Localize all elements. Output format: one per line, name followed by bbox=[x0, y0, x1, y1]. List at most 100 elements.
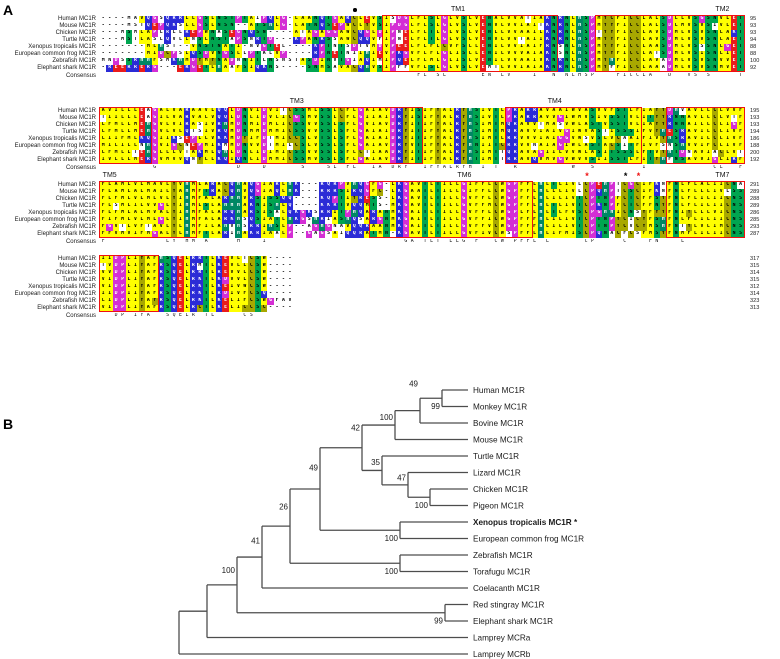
residue-number: 100 bbox=[750, 58, 760, 64]
residue-cell: L bbox=[434, 23, 442, 30]
residue-cell: I bbox=[132, 256, 139, 263]
residue-cell: S bbox=[254, 256, 261, 263]
residue-cell: L bbox=[125, 277, 133, 284]
residue-cell: R bbox=[183, 65, 191, 72]
residue-cell: I bbox=[563, 224, 570, 231]
residue-cell: I bbox=[157, 189, 165, 196]
residue-number: 312 bbox=[750, 284, 760, 290]
residue-cell: P bbox=[119, 291, 126, 298]
residue-cell: C bbox=[286, 122, 294, 129]
residue-cell: D bbox=[666, 30, 673, 37]
residue-cell: T bbox=[101, 263, 105, 268]
residue-cell: I bbox=[409, 157, 416, 164]
residue-cell: G bbox=[331, 16, 339, 23]
bootstrap-value: 100 bbox=[385, 534, 399, 543]
residue-cell: M bbox=[119, 196, 126, 203]
residue-cell: M bbox=[595, 51, 603, 58]
residue-cell: T bbox=[421, 203, 429, 210]
residue-cell: A bbox=[215, 203, 223, 210]
residue-cell: N bbox=[653, 203, 661, 210]
residue-cell: S bbox=[203, 16, 210, 23]
residue-cell: H bbox=[235, 182, 242, 189]
residue-cell: Q bbox=[215, 115, 223, 122]
residue-cell: M bbox=[672, 65, 680, 72]
residue-cell: A bbox=[653, 65, 661, 72]
residue-cell: R bbox=[512, 143, 519, 150]
residue-cell: V bbox=[312, 150, 319, 157]
residue-cell: - bbox=[114, 51, 118, 56]
residue-cell: C bbox=[621, 182, 628, 189]
residue-cell: G bbox=[402, 23, 409, 30]
residue-cell: - bbox=[275, 256, 279, 261]
residue-cell: R bbox=[396, 143, 403, 150]
residue-cell: - bbox=[243, 44, 247, 49]
residue-cell: S bbox=[595, 129, 603, 136]
residue-cell: L bbox=[409, 30, 416, 37]
residue-cell: A bbox=[132, 210, 139, 217]
residue-cell: P bbox=[512, 231, 519, 238]
residue-cell: L bbox=[692, 203, 699, 210]
residue-cell: M bbox=[101, 58, 105, 63]
residue-cell: P bbox=[589, 16, 596, 23]
residue-cell: C bbox=[711, 115, 718, 122]
residue-cell: L bbox=[640, 58, 648, 65]
residue-cell: Y bbox=[602, 30, 609, 37]
residue-cell: I bbox=[466, 189, 474, 196]
residue-cell: E bbox=[222, 256, 229, 263]
residue-cell: I bbox=[254, 150, 261, 157]
residue-cell: L bbox=[370, 30, 377, 37]
consensus-cell: W bbox=[500, 239, 504, 244]
residue-cell: N bbox=[185, 143, 189, 148]
residue-cell: S bbox=[608, 115, 615, 122]
residue-cell: I bbox=[479, 150, 487, 157]
residue-cell: V bbox=[518, 143, 525, 150]
residue-cell: T bbox=[370, 203, 377, 210]
residue-cell: I bbox=[132, 263, 139, 270]
residue-cell: L bbox=[203, 37, 210, 44]
residue-cell: - bbox=[288, 30, 292, 35]
residue-cell: I bbox=[640, 115, 648, 122]
residue-cell: L bbox=[203, 157, 210, 164]
residue-cell: L bbox=[125, 217, 133, 224]
residue-cell: I bbox=[132, 270, 139, 277]
residue-cell: R bbox=[557, 30, 564, 37]
residue-cell: F bbox=[666, 196, 673, 203]
residue-cell: V bbox=[344, 182, 352, 189]
residue-cell: S bbox=[627, 189, 635, 196]
residue-cell: F bbox=[473, 189, 480, 196]
residue-cell: G bbox=[711, 157, 718, 164]
residue-cell: V bbox=[228, 256, 236, 263]
residue-cell: L bbox=[569, 30, 577, 37]
residue-cell: L bbox=[164, 150, 171, 157]
residue-cell: N bbox=[254, 203, 261, 210]
bootstrap-value: 42 bbox=[351, 423, 360, 432]
residue-cell: F bbox=[668, 157, 672, 162]
residue-cell: V bbox=[576, 108, 583, 115]
residue-cell: - bbox=[301, 203, 305, 208]
residue-cell: - bbox=[108, 30, 112, 35]
residue-cell: V bbox=[209, 136, 216, 143]
residue-cell: H bbox=[235, 203, 242, 210]
residue-cell: - bbox=[269, 305, 273, 310]
residue-cell: P bbox=[248, 51, 255, 58]
residue-cell: R bbox=[454, 115, 461, 122]
residue-number: 193 bbox=[750, 122, 760, 128]
residue-cell: Q bbox=[222, 108, 229, 115]
residue-cell: V bbox=[505, 65, 512, 72]
residue-cell: S bbox=[299, 108, 306, 115]
residue-cell: F bbox=[428, 122, 435, 129]
residue-cell: S bbox=[660, 44, 667, 51]
consensus-cell: N bbox=[488, 73, 491, 78]
residue-cell: G bbox=[557, 143, 564, 150]
residue-cell: A bbox=[376, 143, 384, 150]
residue-cell: A bbox=[217, 30, 221, 35]
residue-cell: L bbox=[164, 210, 171, 217]
residue-cell: I bbox=[421, 129, 429, 136]
residue-cell: H bbox=[145, 129, 152, 136]
residue-cell: P bbox=[344, 210, 352, 217]
residue-cell: F bbox=[615, 44, 622, 51]
residue-cell: V bbox=[512, 37, 519, 44]
residue-cell: L bbox=[454, 210, 461, 217]
residue-cell: A bbox=[524, 30, 532, 37]
